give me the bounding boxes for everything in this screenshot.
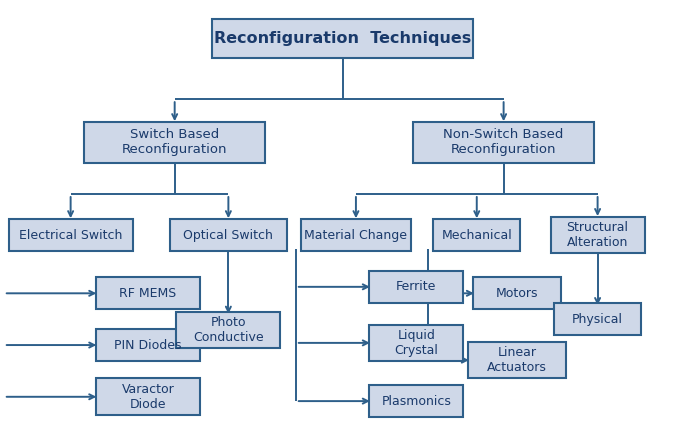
Text: RF MEMS: RF MEMS [119,287,177,300]
Text: Ferrite: Ferrite [396,280,436,293]
FancyBboxPatch shape [413,122,594,163]
FancyBboxPatch shape [554,303,641,335]
FancyBboxPatch shape [170,219,287,251]
FancyBboxPatch shape [301,219,411,251]
FancyBboxPatch shape [433,219,521,251]
FancyBboxPatch shape [551,217,645,253]
Text: Photo
Conductive: Photo Conductive [193,316,264,344]
FancyBboxPatch shape [96,329,200,361]
Text: Linear
Actuators: Linear Actuators [487,346,547,374]
FancyBboxPatch shape [176,312,280,348]
Text: Switch Based
Reconfiguration: Switch Based Reconfiguration [122,128,227,156]
Text: Liquid
Crystal: Liquid Crystal [395,329,438,357]
FancyBboxPatch shape [369,271,463,303]
FancyBboxPatch shape [473,277,560,309]
Text: Mechanical: Mechanical [441,229,512,242]
FancyBboxPatch shape [369,325,463,361]
Text: Motors: Motors [496,287,538,300]
Text: PIN Diodes: PIN Diodes [114,338,182,352]
Text: Reconfiguration  Techniques: Reconfiguration Techniques [214,31,471,46]
FancyBboxPatch shape [96,378,200,415]
Text: Physical: Physical [572,313,623,326]
Text: Electrical Switch: Electrical Switch [19,229,123,242]
Text: Structural
Alteration: Structural Alteration [566,221,629,249]
FancyBboxPatch shape [369,385,463,417]
Text: Plasmonics: Plasmonics [382,395,451,407]
Text: Optical Switch: Optical Switch [184,229,273,242]
FancyBboxPatch shape [84,122,265,163]
Text: Varactor
Diode: Varactor Diode [121,383,174,411]
Text: Material Change: Material Change [304,229,408,242]
FancyBboxPatch shape [8,219,133,251]
Text: Non-Switch Based
Reconfiguration: Non-Switch Based Reconfiguration [443,128,564,156]
FancyBboxPatch shape [96,277,200,309]
FancyBboxPatch shape [469,342,566,378]
FancyBboxPatch shape [212,19,473,58]
